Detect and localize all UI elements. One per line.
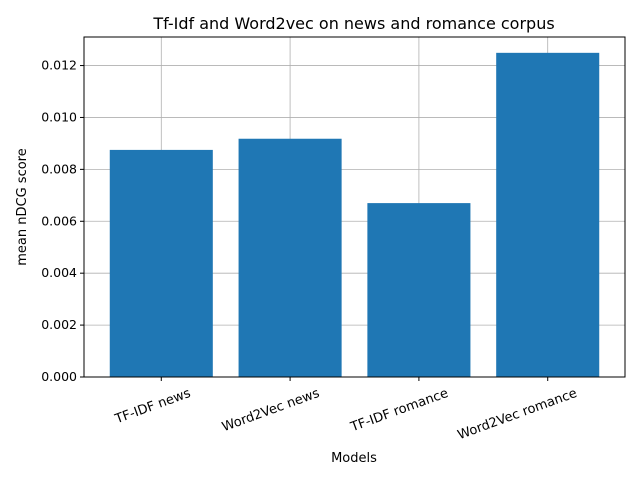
x-tick-label: TF-IDF romance [348,386,450,436]
y-tick-label: 0.008 [41,161,77,176]
bars [109,52,600,377]
bar-1 [238,138,342,377]
x-axis-label: Models [331,451,377,466]
x-tick-label: Word2Vec romance [456,386,579,443]
x-tick-label: TF-IDF news [112,386,193,428]
bar-3 [496,52,600,377]
chart-title: Tf-Idf and Word2vec on news and romance … [152,14,554,33]
bar-0 [109,149,213,377]
plot-frame [83,36,626,378]
y-tick-label: 0.000 [41,369,77,384]
y-tick-label: 0.002 [41,317,77,332]
y-tick-label: 0.006 [41,213,77,228]
y-tick-label: 0.004 [41,265,77,280]
x-tick-label: Word2Vec news [220,386,322,435]
x-axis-ticks: TF-IDF news Word2Vec news TF-IDF romance Wo… [112,377,579,443]
y-tick-label: 0.010 [41,109,77,124]
bar-2 [367,203,471,377]
y-tick-label: 0.012 [41,58,77,73]
y-axis-label: mean nDCG score [15,148,30,265]
y-axis-ticks: 0.000 0.002 0.004 0.006 0.008 0.010 0.012 [41,58,84,384]
